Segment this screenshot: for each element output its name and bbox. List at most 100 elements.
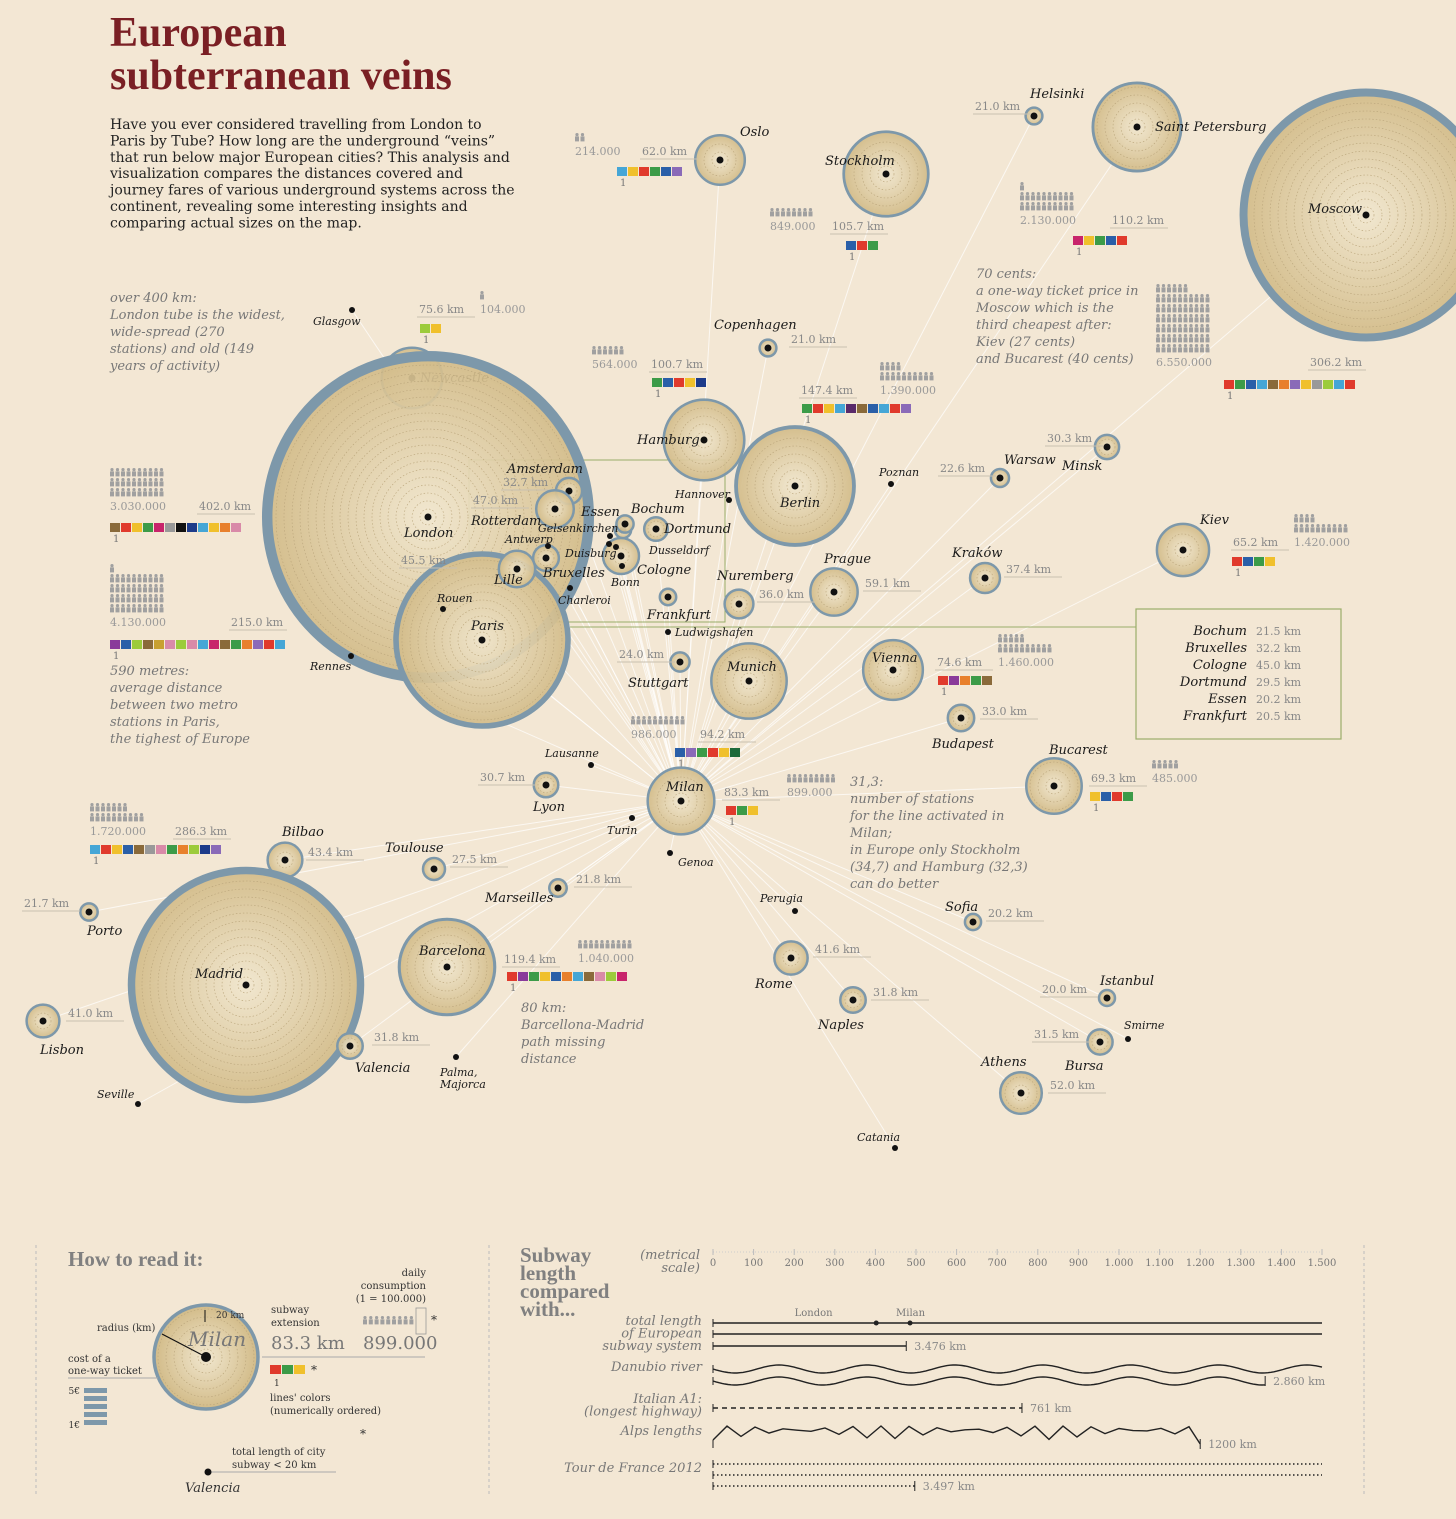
person-head — [123, 803, 127, 807]
person-body — [1014, 647, 1019, 653]
person-body — [1172, 327, 1177, 333]
person-body — [1156, 287, 1160, 293]
ring — [213, 952, 279, 1018]
person-body — [1305, 517, 1309, 523]
person-body — [831, 777, 835, 783]
fan-line — [680, 717, 962, 802]
person-body — [1152, 763, 1156, 769]
place-dot — [892, 1145, 898, 1151]
person-head — [126, 478, 131, 482]
person-body — [1167, 317, 1171, 323]
person-body — [781, 211, 785, 217]
city-name: Milan — [665, 780, 704, 795]
ring — [861, 149, 911, 199]
ring — [730, 595, 748, 613]
ring — [419, 508, 437, 526]
person-head — [611, 940, 615, 944]
person-body — [1200, 297, 1204, 303]
city-dot — [513, 565, 521, 573]
person-head — [1009, 634, 1013, 638]
annotation: 70 cents: — [976, 267, 1036, 282]
ring — [1293, 142, 1439, 288]
comparison-title: with... — [520, 1297, 575, 1321]
person-body — [1310, 517, 1315, 523]
tick-label: 300 — [825, 1258, 844, 1269]
km-label: 21.0 km — [975, 100, 1021, 113]
person-head — [1020, 634, 1024, 638]
person-head — [1036, 644, 1041, 648]
person-head — [154, 604, 158, 608]
length-line — [712, 1376, 1266, 1386]
person-head — [1157, 760, 1162, 764]
fan-line — [680, 439, 705, 802]
line-color — [1106, 236, 1116, 245]
city-dot — [542, 554, 550, 562]
item-label: Alps lengths — [620, 1424, 703, 1439]
person-body — [1178, 297, 1182, 303]
person-body — [110, 577, 114, 583]
city-dot — [981, 574, 989, 582]
place-dot — [888, 481, 894, 487]
line-color — [857, 241, 867, 250]
person-body — [907, 375, 912, 381]
person-body — [1172, 337, 1177, 343]
person-body — [1332, 527, 1337, 533]
ring — [770, 461, 820, 511]
person-head — [137, 468, 142, 472]
person-head — [1205, 344, 1210, 348]
city-dot — [1030, 112, 1038, 120]
person-head — [126, 604, 131, 608]
person-body — [792, 777, 797, 783]
city-dot — [996, 474, 1004, 482]
ring — [1091, 1033, 1109, 1051]
ring — [869, 157, 903, 191]
line-color — [890, 404, 900, 413]
person-body — [143, 481, 147, 487]
city-name: Lille — [493, 573, 523, 588]
ring — [422, 942, 472, 992]
person-head — [1343, 524, 1348, 528]
tick-label: 500 — [906, 1258, 925, 1269]
person-body — [123, 816, 127, 822]
intro-line: continent, revealing some interesting in… — [110, 199, 468, 215]
person-head — [1168, 760, 1173, 764]
km-label: 52.0 km — [1050, 1079, 1096, 1092]
line-color — [253, 640, 263, 649]
person-body — [1042, 205, 1046, 211]
ring — [221, 960, 271, 1010]
person-head — [148, 468, 153, 472]
km-label: 94.2 km — [700, 728, 746, 741]
person-head — [619, 346, 624, 350]
person-body — [583, 943, 588, 949]
person-head — [137, 478, 142, 482]
marker-label: Milan — [896, 1308, 926, 1319]
person-body — [1161, 327, 1166, 333]
person-body — [143, 587, 147, 593]
ring — [711, 151, 729, 169]
line-color — [156, 845, 166, 854]
line-color — [1117, 236, 1127, 245]
person-body — [132, 587, 136, 593]
city-dot — [542, 781, 550, 789]
person-head — [112, 803, 116, 807]
person-head — [110, 594, 114, 598]
line-color — [1290, 380, 1300, 389]
line-color — [431, 324, 441, 333]
person-body — [1025, 195, 1030, 201]
person-body — [1200, 317, 1204, 323]
city — [1091, 81, 1183, 173]
ring — [1317, 166, 1415, 264]
person-body — [1036, 647, 1041, 653]
person-body — [110, 597, 114, 603]
line-color — [1301, 380, 1311, 389]
person-head — [583, 940, 588, 944]
person-body — [154, 597, 158, 603]
person-head — [115, 574, 120, 578]
line-color — [595, 972, 605, 981]
line-color — [1235, 380, 1245, 389]
person-body — [90, 816, 94, 822]
person-head — [123, 813, 127, 817]
person-head — [1161, 304, 1166, 308]
line-color — [584, 972, 594, 981]
ring — [1309, 158, 1423, 272]
